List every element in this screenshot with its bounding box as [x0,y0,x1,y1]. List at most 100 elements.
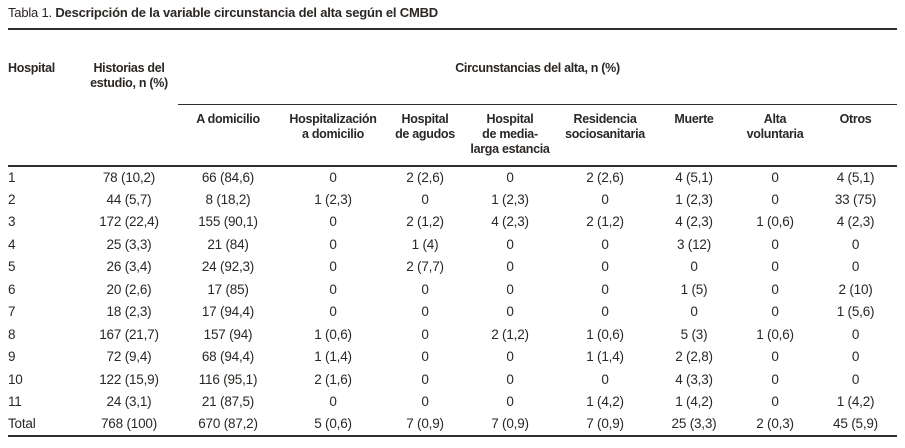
value-cell: 0 [506,371,514,387]
value-cell: 0 [601,259,609,275]
table-row-6: 6 20 (2,6) 17 (85) 0 0 0 0 1 (5) 0 2 (10) [8,278,897,301]
value-cell: 0 [421,326,429,342]
value-cell: 20 (2,6) [106,281,152,297]
span-header-circunstancias-del-alta: Circunstancias del alta, n (%) [178,58,898,105]
value-cell: 1 (0,6) [314,326,352,342]
value-cell: 0 [506,236,514,252]
value-cell: 0 [506,304,514,320]
row-label: 1 [8,169,16,185]
value-cell: 3 (12) [676,236,712,252]
value-cell: 0 [601,281,609,297]
value-cell: 122 (15,9) [99,371,159,387]
value-cell: 1 (2,3) [314,191,352,207]
table-row-1: 1 78 (10,2) 66 (84,6) 0 2 (2,6) 0 2 (2,6) 4 (5,… [8,166,897,189]
value-cell: 66 (84,6) [201,169,255,185]
value-cell: 0 [329,169,337,185]
value-cell: 1 (5,6) [836,304,875,320]
value-cell: 45 (5,9) [833,416,878,432]
table-row-8: 8 167 (21,7) 157 (94) 1 (0,6) 0 2 (1,2) 1 (0,6… [8,323,897,346]
value-cell: 0 [690,259,698,275]
table-header: Hospital Historias del estudio, n (%) Ci… [8,58,898,167]
value-cell: 2 (2,6) [586,169,624,185]
value-cell: 0 [690,304,698,320]
table-body: 1 78 (10,2) 66 (84,6) 0 2 (2,6) 0 2 (2,6) 4 (5,… [8,166,897,436]
value-cell: 2 (1,2) [491,326,529,342]
table-row-2: 2 44 (5,7) 8 (18,2) 1 (2,3) 0 1 (2,3) 0 1 (2,3)… [8,188,897,211]
value-cell: 0 [421,394,429,410]
value-cell: 4 (3,3) [675,371,713,387]
value-cell: 157 (94) [203,326,253,342]
value-cell: 2 (1,2) [406,214,444,230]
value-cell: 0 [421,281,429,297]
value-cell: 25 (3,3) [106,236,152,252]
value-cell: 0 [771,394,779,410]
col-header-a-domicilio: A domicilio [178,104,278,167]
value-cell: 0 [771,371,779,387]
value-cell: 21 (87,5) [201,394,255,410]
value-cell: 0 [506,169,514,185]
table-row-4: 4 25 (3,3) 21 (84) 0 1 (4) 0 0 3 (12) 0 0 [8,233,897,256]
value-cell: 1 (1,4) [314,349,352,365]
value-cell: 18 (2,3) [106,304,152,320]
table-row-10: 10 122 (15,9) 116 (95,1) 2 (1,6) 0 0 0 4 (3,3) 0… [8,368,897,391]
table-caption: Descripción de la variable circunstancia… [55,5,438,20]
value-cell: 1 (2,3) [491,191,529,207]
value-cell: 2 (2,8) [675,349,713,365]
value-cell: 0 [329,304,337,320]
table-row-11: 11 24 (3,1) 21 (87,5) 0 0 0 1 (4,2) 1 (4,2) 0 1 (… [8,391,897,414]
value-cell: 25 (3,3) [671,416,717,432]
header-sub-row: A domicilio Hospitalización a domicilio Ho… [8,104,898,167]
value-cell: 0 [601,191,609,207]
value-cell: 0 [851,259,860,275]
value-cell: 1 (0,6) [756,326,794,342]
value-cell: 0 [771,191,779,207]
value-cell: 172 (22,4) [99,214,159,230]
value-cell: 2 (2,6) [406,169,444,185]
col-header-hospital-de-agudos: Hospital de agudos [388,104,462,167]
value-cell: 0 [506,281,514,297]
value-cell: 1 (0,6) [756,214,794,230]
col-header-hospital-de-media-larga-estancia: Hospital de media- larga estancia [462,104,558,167]
col-header-historias-del-estudio: Historias del estudio, n (%) [80,58,178,167]
value-cell: 1 (5) [680,281,708,297]
col-header-hospitalizaci-n-a-domicilio: Hospitalización a domicilio [278,104,388,167]
row-label: Total [8,416,36,432]
value-cell: 0 [771,281,779,297]
value-cell: 17 (94,4) [201,304,255,320]
value-cell: 7 (0,9) [586,416,624,432]
table-row-7: 7 18 (2,3) 17 (94,4) 0 0 0 0 0 0 1 (5,6) [8,301,897,324]
value-cell: 2 (1,2) [586,214,624,230]
value-cell: 0 [506,349,514,365]
value-cell: 1 (4,2) [675,394,713,410]
table-number-label: Tabla 1. [8,5,52,20]
row-label: 11 [8,394,22,410]
value-cell: 0 [329,394,337,410]
value-cell: 0 [851,371,860,387]
table-row-9: 9 72 (9,4) 68 (94,4) 1 (1,4) 0 0 1 (1,4) 2 (2,8… [8,346,897,369]
header-group-row: Hospital Historias del estudio, n (%) Ci… [8,58,898,167]
value-cell: 0 [771,169,779,185]
value-cell: 0 [421,191,429,207]
value-cell: 5 (3) [680,326,708,342]
value-cell: 0 [601,304,609,320]
value-cell: 0 [329,214,337,230]
row-label: 5 [8,259,16,275]
row-label: 10 [8,371,23,387]
value-cell: 17 (85) [207,281,249,297]
value-cell: 26 (3,4) [106,259,152,275]
row-label: 7 [8,304,16,320]
value-cell: 24 (92,3) [201,259,255,275]
value-cell: 1 (4,2) [586,394,624,410]
value-cell: 768 (100) [101,416,157,432]
value-cell: 21 (84) [207,236,249,252]
value-cell: 116 (95,1) [198,371,258,387]
value-cell: 670 (87,2) [198,416,258,432]
value-cell: 0 [421,349,429,365]
row-label: 8 [8,326,16,342]
row-label: 2 [8,191,16,207]
table-title: Tabla 1. Descripción de la variable circ… [8,0,897,30]
value-cell: 4 (5,1) [675,169,713,185]
value-cell: 0 [506,259,514,275]
value-cell: 0 [771,236,779,252]
value-cell: 0 [329,259,337,275]
